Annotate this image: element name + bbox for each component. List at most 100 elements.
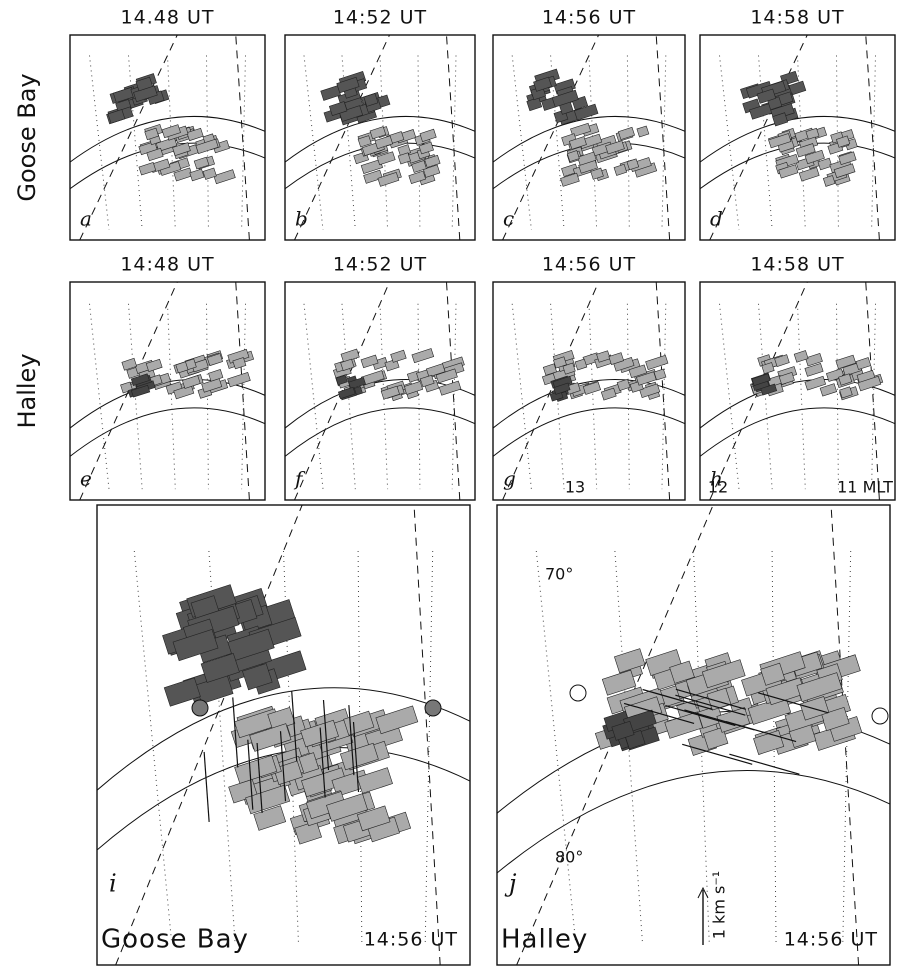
velocity-vector — [204, 752, 209, 822]
meridian — [447, 35, 460, 240]
echo-cell — [139, 162, 156, 175]
scale-label: 1 km s⁻¹ — [710, 871, 729, 939]
meridian — [866, 35, 880, 240]
panel-content — [285, 35, 475, 240]
echo-cell — [321, 86, 341, 101]
echo-cell — [375, 136, 393, 149]
grid-dotted — [872, 56, 876, 230]
panel-letter: b — [295, 207, 308, 231]
station-marker — [192, 700, 208, 716]
latitude-arc — [70, 116, 265, 162]
grid-dotted — [304, 304, 323, 489]
echo-cell — [420, 129, 436, 141]
grid-dotted — [720, 304, 740, 489]
radar-panel — [70, 35, 265, 240]
panel-content — [700, 282, 895, 500]
meridian — [80, 35, 178, 240]
latitude-arc — [70, 408, 265, 457]
echo-cell — [194, 157, 209, 169]
meridian — [236, 35, 250, 240]
echo-cell — [601, 388, 616, 400]
echo-cell — [190, 169, 204, 181]
row-label: Halley — [13, 353, 41, 428]
mlt-label: 11 MLT — [837, 478, 893, 497]
station-label: Goose Bay — [101, 925, 249, 955]
grid-dotted — [134, 551, 171, 942]
grid-dotted — [452, 304, 456, 489]
panel-content — [285, 282, 475, 500]
meridian — [414, 505, 440, 965]
echo-cell — [799, 167, 819, 181]
radar-panel — [70, 282, 265, 500]
station-marker — [570, 685, 586, 701]
echo-cell — [646, 355, 668, 369]
panel-content — [70, 35, 265, 240]
grid-dotted — [90, 304, 110, 489]
echo-cell — [839, 152, 857, 165]
panel-letter: e — [80, 467, 92, 491]
panel-content — [700, 35, 895, 240]
panel-time: 14:58 UT — [750, 254, 844, 276]
grid-dotted — [627, 304, 629, 489]
meridian — [236, 282, 250, 500]
latitude-label: 70° — [545, 565, 573, 584]
grid-dotted — [425, 551, 432, 942]
echo-cell — [637, 126, 649, 137]
grid-dotted — [168, 304, 176, 489]
echo-cell — [228, 372, 251, 387]
echo-cell — [404, 381, 423, 394]
station-marker — [872, 708, 888, 724]
mlt-label: 12 — [708, 478, 728, 497]
panel-content — [70, 282, 265, 500]
panel-time: 14:52 UT — [333, 7, 427, 29]
station-label: Halley — [501, 925, 588, 955]
panel-time: 14:58 UT — [750, 7, 844, 29]
latitude-arc — [700, 408, 895, 457]
radar-panel — [285, 35, 475, 240]
grid-dotted — [242, 304, 246, 489]
radar-panel — [700, 35, 895, 240]
panel-letter: a — [80, 207, 92, 231]
panel-letter: i — [109, 870, 117, 898]
station-marker — [425, 700, 441, 716]
radar-panel — [493, 35, 685, 240]
panel-time: 14:56 UT — [542, 254, 636, 276]
grid-dotted — [662, 304, 666, 489]
grid-dotted — [418, 304, 420, 489]
figure: Goose Bay 14.48 UT a 14:52 UT b 14:56 UT c 14:5… — [0, 0, 909, 972]
grid-dotted — [759, 304, 773, 489]
grid-dotted — [662, 56, 666, 230]
echo-cell — [208, 369, 222, 381]
panel-content — [493, 282, 685, 500]
radar-panel — [700, 282, 895, 500]
radar-panel — [285, 282, 475, 500]
echo-cell — [182, 376, 200, 389]
panel-time: 14.48 UT — [121, 7, 215, 29]
grid-dotted — [872, 304, 876, 489]
echo-cell — [856, 358, 871, 370]
grid-dotted — [843, 551, 851, 942]
meridian — [656, 35, 669, 240]
echo-cell — [338, 387, 355, 398]
echo-cell — [439, 381, 461, 395]
radar-panel — [493, 282, 685, 500]
panel-letter: j — [504, 870, 517, 898]
panel-content — [493, 35, 685, 240]
grid-dotted — [589, 304, 597, 489]
panel-time: 14:48 UT — [120, 254, 214, 276]
row-label: Goose Bay — [13, 73, 41, 201]
echo-cell — [614, 164, 627, 175]
echo-cell — [391, 350, 407, 362]
latitude-arc — [493, 408, 685, 457]
meridian — [866, 282, 880, 500]
echo-cell — [618, 127, 634, 139]
grid-dotted — [536, 551, 575, 942]
latitude-arc — [285, 408, 475, 457]
grid-dotted — [242, 56, 246, 230]
latitude-label: 80° — [555, 848, 583, 867]
panel-time: 14:56 UT — [542, 7, 636, 29]
panel-content — [97, 505, 470, 965]
grid-dotted — [837, 304, 839, 489]
panel-letter: c — [503, 207, 514, 231]
mlt-label: 13 — [565, 478, 585, 497]
